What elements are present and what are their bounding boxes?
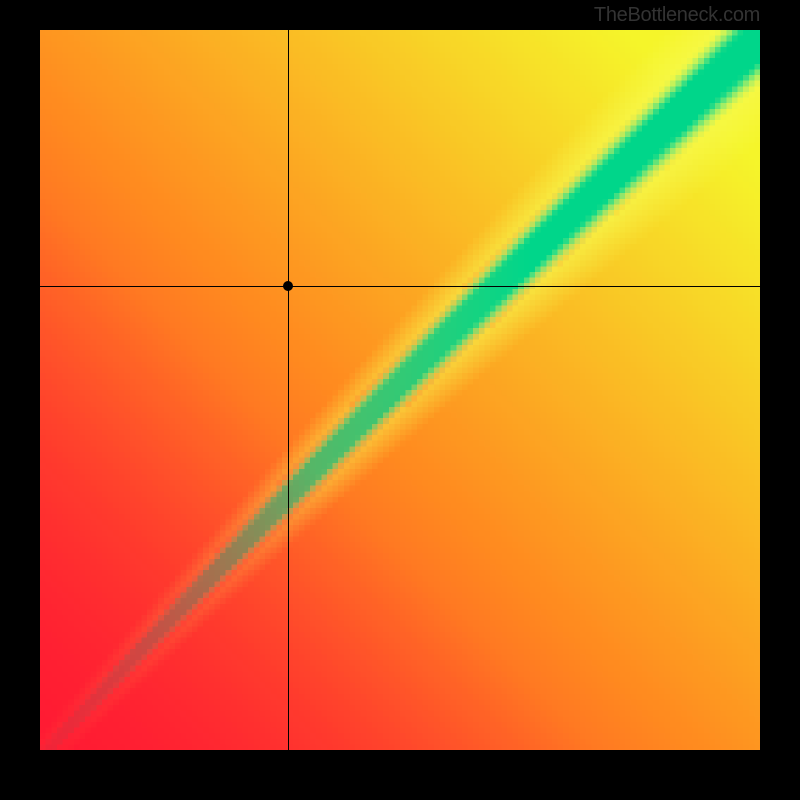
plot-area xyxy=(40,30,760,750)
heatmap-canvas xyxy=(40,30,760,750)
figure-container: TheBottleneck.com xyxy=(0,0,800,800)
crosshair-dot xyxy=(283,281,293,291)
crosshair-vertical xyxy=(288,30,289,750)
watermark-text: TheBottleneck.com xyxy=(594,4,760,27)
crosshair-horizontal xyxy=(40,286,760,287)
